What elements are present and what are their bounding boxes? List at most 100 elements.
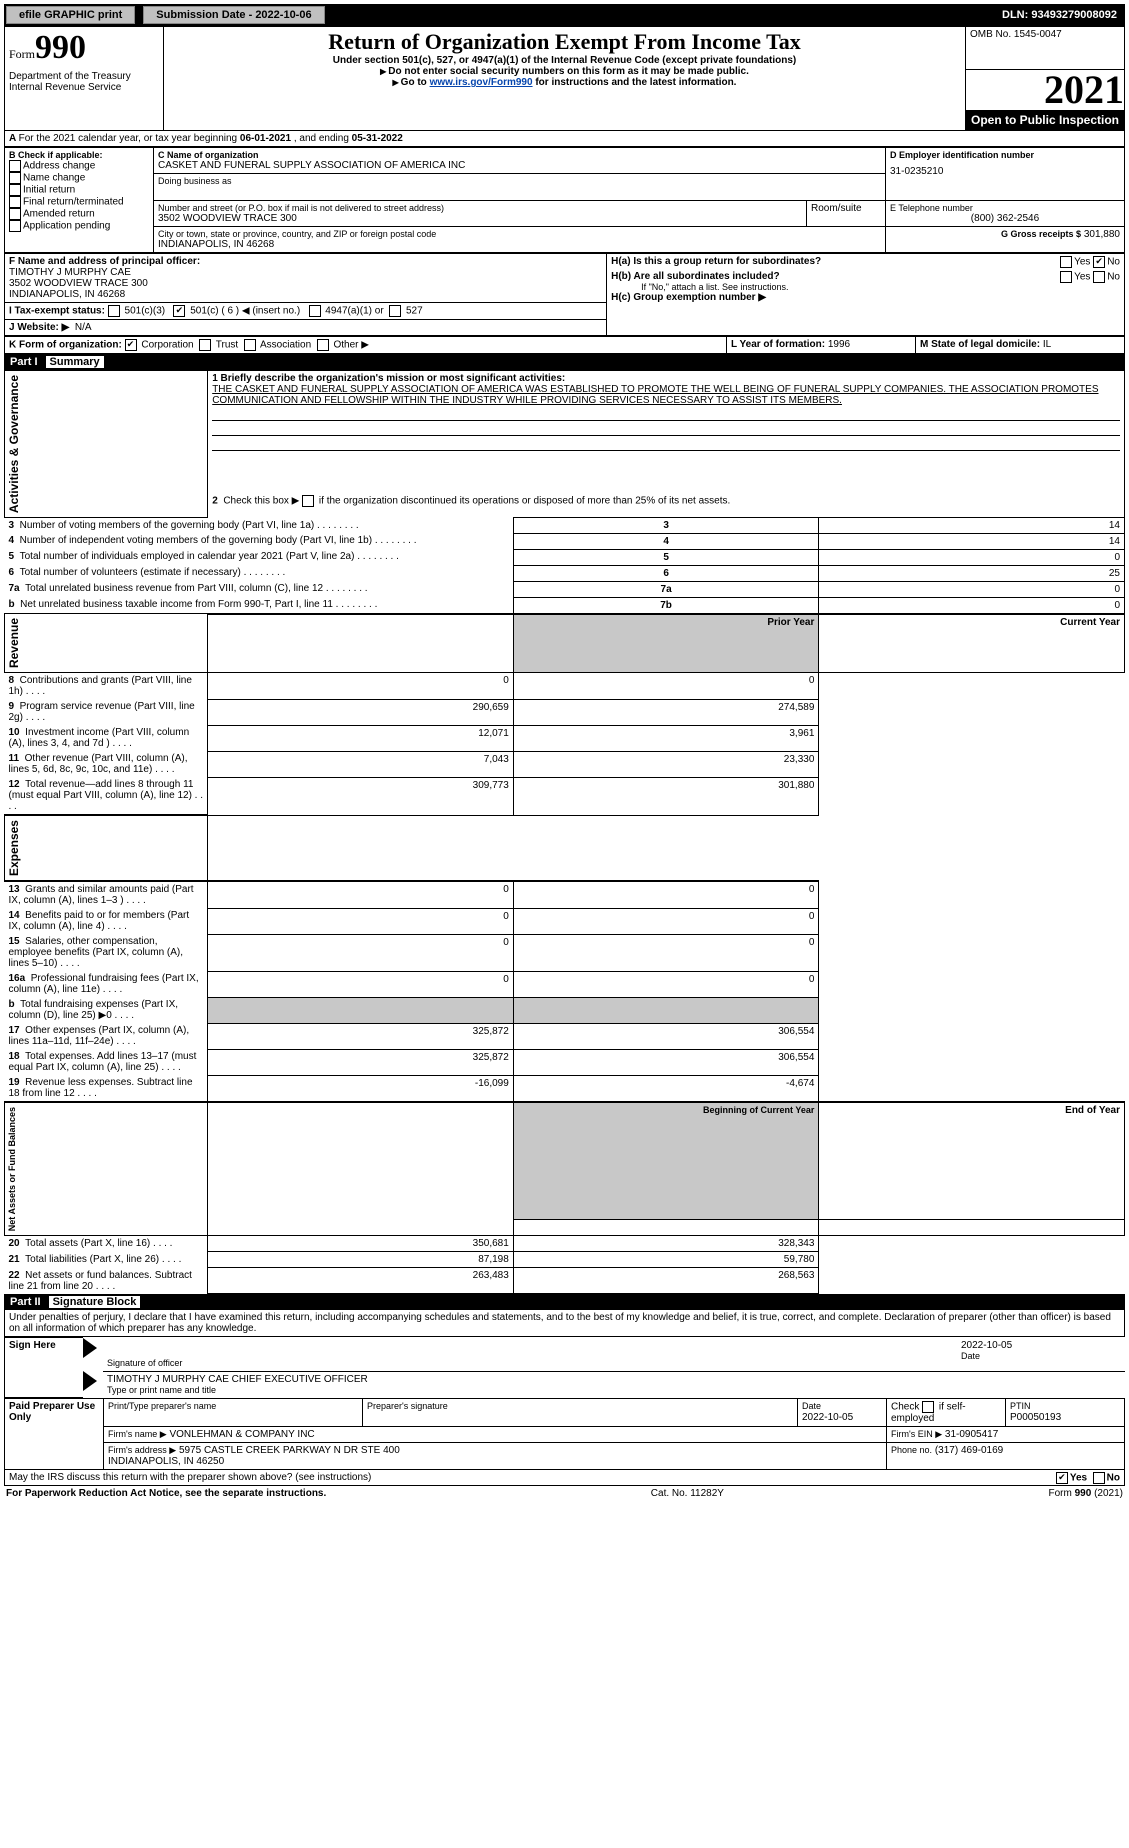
page-footer: For Paperwork Reduction Act Notice, see … — [4, 1486, 1125, 1501]
firm-phone-label: Phone no. — [891, 1445, 932, 1455]
cb-501c[interactable] — [173, 305, 185, 317]
pra-notice: For Paperwork Reduction Act Notice, see … — [6, 1488, 326, 1499]
cb-527[interactable] — [389, 305, 401, 317]
officer-addr1: 3502 WOODVIEW TRACE 300 — [9, 278, 148, 289]
cb-discontinued[interactable] — [302, 495, 314, 507]
box-m-label: M State of legal domicile: — [920, 339, 1040, 350]
line-row: 12 Total revenue—add lines 8 through 11 … — [5, 777, 1125, 815]
hdr-prior: Prior Year — [513, 614, 819, 673]
cb-hb-no[interactable] — [1093, 271, 1105, 283]
cb-self-employed[interactable] — [922, 1401, 934, 1413]
cat-no: Cat. No. 11282Y — [651, 1488, 724, 1499]
ein: 31-0235210 — [890, 166, 1120, 177]
cb-corp[interactable] — [125, 339, 137, 351]
line-row: b Net unrelated business taxable income … — [5, 597, 1125, 614]
box-j: J Website: ▶ N/A — [5, 319, 607, 335]
form-990-label: Form990 — [9, 29, 159, 67]
officer-addr2: INDIANAPOLIS, IN 46268 — [9, 289, 125, 300]
part1-header: Part ISummary — [4, 354, 1125, 370]
vert-exp: Expenses — [5, 816, 23, 880]
cb-initial-return[interactable] — [9, 184, 21, 196]
mission-text: THE CASKET AND FUNERAL SUPPLY ASSOCIATIO… — [212, 384, 1120, 406]
line-row: 8 Contributions and grants (Part VIII, l… — [5, 673, 1125, 700]
vert-ag: Activities & Governance — [5, 371, 23, 517]
ssn-note: Do not enter social security numbers on … — [168, 66, 961, 77]
line-row: 11 Other revenue (Part VIII, column (A),… — [5, 751, 1125, 777]
cb-ha-no[interactable] — [1093, 256, 1105, 268]
q1-label: 1 Briefly describe the organization's mi… — [212, 373, 1120, 384]
state-domicile: IL — [1043, 339, 1051, 350]
line-row: 21 Total liabilities (Part X, line 26) .… — [5, 1252, 1125, 1268]
part2-header: Part IISignature Block — [4, 1294, 1125, 1310]
form-header: Form990 Return of Organization Exempt Fr… — [4, 26, 1125, 131]
klm-block: K Form of organization: Corporation Trus… — [4, 336, 1125, 354]
submission-date-label: Submission Date - 2022-10-06 — [143, 6, 324, 24]
pp-self-employed: Check if self-employed — [887, 1399, 1006, 1427]
officer-printed: TIMOTHY J MURPHY CAE CHIEF EXECUTIVE OFF… — [107, 1374, 1121, 1385]
paid-preparer-block: Paid Preparer Use Only Print/Type prepar… — [4, 1398, 1125, 1470]
cb-name-change[interactable] — [9, 172, 21, 184]
dln-label: DLN: 93493279008092 — [1002, 9, 1123, 21]
cb-trust[interactable] — [199, 339, 211, 351]
firm-name-label: Firm's name ▶ — [108, 1429, 167, 1439]
line-row: 17 Other expenses (Part IX, column (A), … — [5, 1023, 1125, 1049]
box-b-label: B Check if applicable: — [9, 150, 149, 160]
line-row: 6 Total number of volunteers (estimate i… — [5, 565, 1125, 581]
room-suite-label: Room/suite — [807, 200, 886, 226]
cb-501c3[interactable] — [108, 305, 120, 317]
officer-title-label: Type or print name and title — [107, 1385, 216, 1395]
hdr-current: Current Year — [819, 614, 1125, 673]
efile-graphic-label: efile GRAPHIC print — [6, 6, 135, 24]
pp-name-label: Print/Type preparer's name — [108, 1401, 216, 1411]
cb-address-change[interactable] — [9, 160, 21, 172]
identity-block: B Check if applicable: Address change Na… — [4, 147, 1125, 253]
pp-date-label: Date — [802, 1401, 821, 1411]
date-label: Date — [961, 1351, 980, 1361]
box-i: I Tax-exempt status: 501(c)(3) 501(c) ( … — [5, 302, 607, 319]
line-row: 16a Professional fundraising fees (Part … — [5, 971, 1125, 997]
cb-assoc[interactable] — [244, 339, 256, 351]
officer-group-block: F Name and address of principal officer:… — [4, 253, 1125, 336]
line-row: 20 Total assets (Part X, line 16) . . . … — [5, 1236, 1125, 1252]
box-l-label: L Year of formation: — [731, 339, 825, 350]
box-e-label: E Telephone number — [890, 203, 1120, 213]
line-row: 9 Program service revenue (Part VIII, li… — [5, 699, 1125, 725]
org-street: 3502 WOODVIEW TRACE 300 — [158, 213, 802, 224]
year-formation: 1996 — [828, 339, 850, 350]
treasury-dept: Department of the Treasury Internal Reve… — [5, 69, 164, 130]
box-g-label: G Gross receipts $ — [1001, 229, 1081, 239]
cb-application-pending[interactable] — [9, 220, 21, 232]
cb-ha-yes[interactable] — [1060, 256, 1072, 268]
firm-addr-label: Firm's address ▶ — [108, 1445, 176, 1455]
irs-link[interactable]: www.irs.gov/Form990 — [430, 77, 533, 88]
org-city: INDIANAPOLIS, IN 46268 — [158, 239, 881, 250]
cb-other[interactable] — [317, 339, 329, 351]
cb-amended-return[interactable] — [9, 208, 21, 220]
box-f-label: F Name and address of principal officer: — [9, 256, 200, 267]
cb-hb-yes[interactable] — [1060, 271, 1072, 283]
hdr-eoy: End of Year — [819, 1102, 1125, 1219]
cb-discuss-no[interactable] — [1093, 1472, 1105, 1484]
line-row: 13 Grants and similar amounts paid (Part… — [5, 881, 1125, 908]
cb-4947[interactable] — [309, 305, 321, 317]
line-row: 5 Total number of individuals employed i… — [5, 549, 1125, 565]
jurat-text: Under penalties of perjury, I declare th… — [4, 1310, 1125, 1337]
cb-final-return[interactable] — [9, 196, 21, 208]
cb-discuss-yes[interactable] — [1056, 1472, 1068, 1484]
form-id: Form 990 (2021) — [1049, 1488, 1123, 1499]
line-row: 18 Total expenses. Add lines 13–17 (must… — [5, 1049, 1125, 1075]
phone: (800) 362-2546 — [890, 213, 1120, 224]
efile-topbar: efile GRAPHIC print Submission Date - 20… — [4, 4, 1125, 26]
line-row: 7a Total unrelated business revenue from… — [5, 581, 1125, 597]
line-row: 4 Number of independent voting members o… — [5, 533, 1125, 549]
q2: 2 Check this box ▶ if the organization d… — [208, 493, 1125, 518]
discuss-line: May the IRS discuss this return with the… — [4, 1470, 1125, 1486]
pp-sig-label: Preparer's signature — [367, 1401, 448, 1411]
h-b: H(b) Are all subordinates included? Yes … — [611, 271, 1120, 282]
firm-ein: 31-0905417 — [945, 1429, 998, 1440]
sig-date: 2022-10-05 — [961, 1340, 1121, 1351]
gross-receipts: 301,880 — [1084, 229, 1120, 240]
pp-date: 2022-10-05 — [802, 1412, 853, 1423]
dba-label: Doing business as — [158, 176, 881, 186]
line-row: 3 Number of voting members of the govern… — [5, 517, 1125, 533]
